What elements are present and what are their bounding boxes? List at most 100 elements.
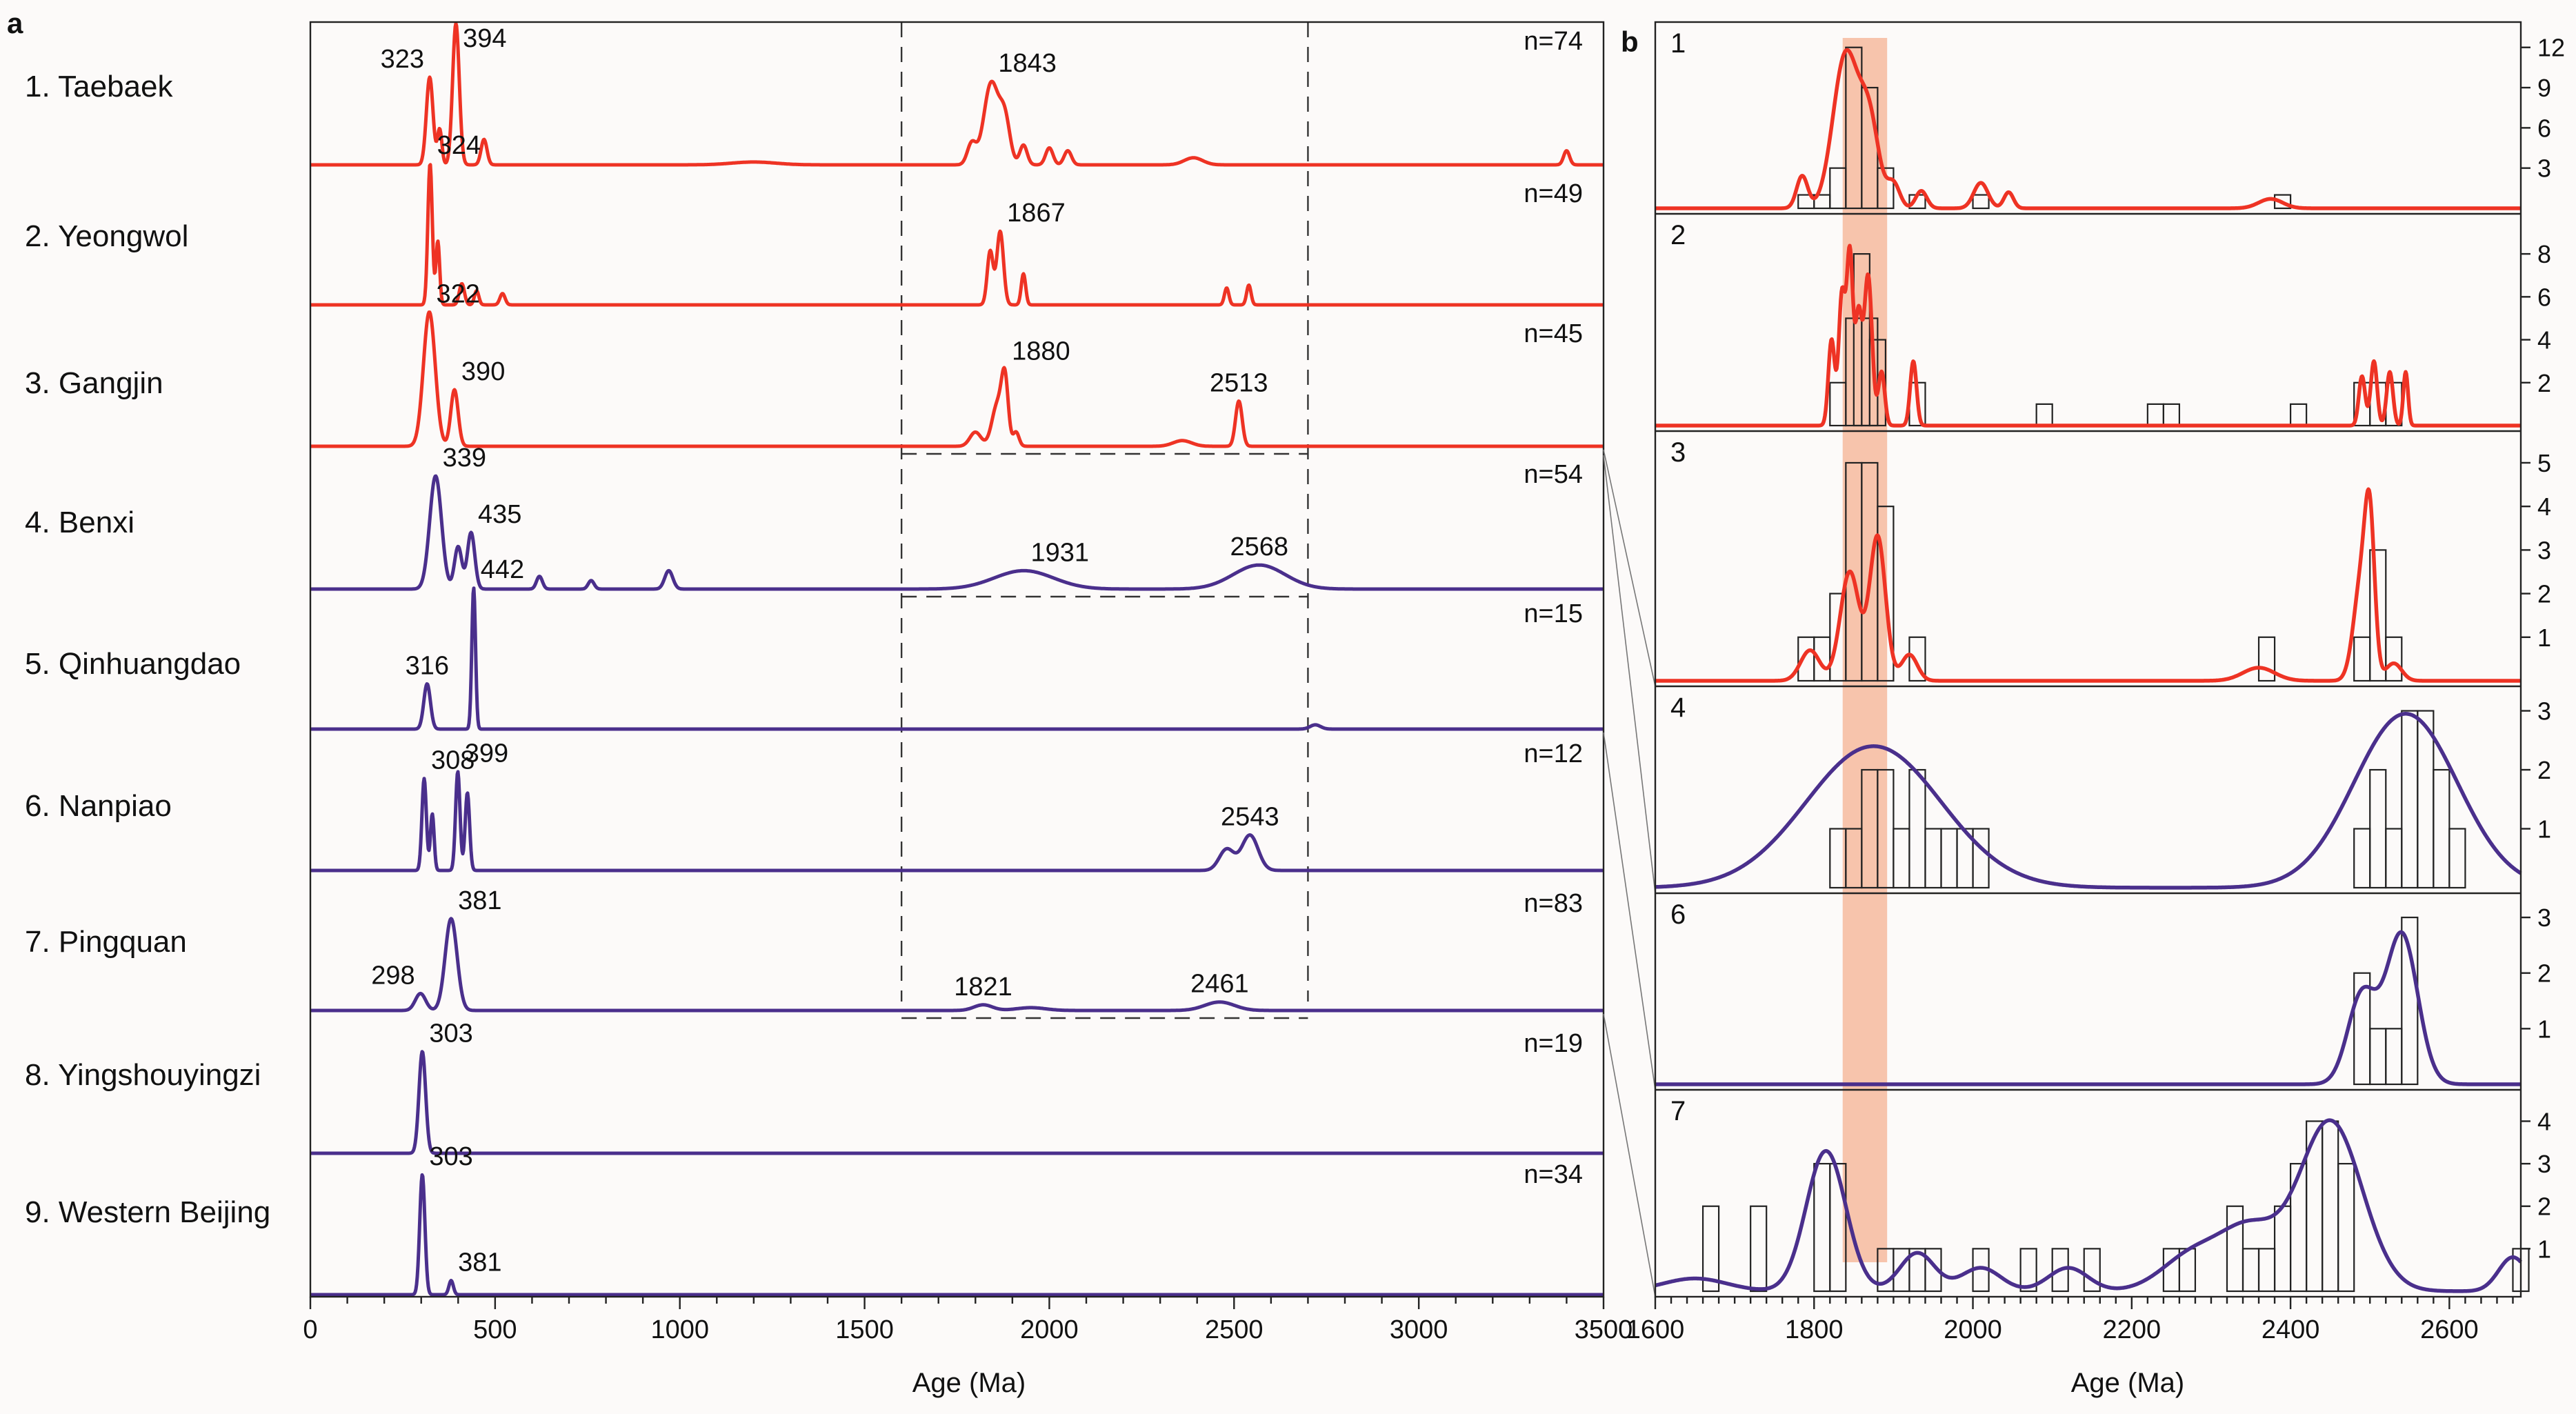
histogram-bar: [1829, 1163, 1847, 1293]
histogram-bar: [1972, 828, 1990, 889]
y-tick-label: 2: [2537, 369, 2551, 397]
sample-n-1: n=74: [1524, 27, 1583, 56]
panel-b-frame: [1654, 21, 2522, 1298]
x-tick-label: 2500: [1205, 1315, 1264, 1344]
sample-name-7: 7. Pingquan: [25, 925, 187, 959]
x-tick-label: 500: [473, 1315, 517, 1344]
y-tick-label: 5: [2537, 449, 2551, 477]
y-tick-label: 1: [2537, 1015, 2551, 1043]
peak-label: 435: [478, 500, 521, 529]
panel-a-plot-area: [310, 22, 1604, 1297]
peak-label: 394: [463, 24, 506, 53]
histogram-bar: [1924, 1248, 1942, 1293]
peak-label: 2461: [1190, 970, 1249, 999]
peak-label: 303: [429, 1142, 472, 1171]
peak-label: 339: [443, 444, 486, 472]
y-tick-label: 2: [2537, 1193, 2551, 1221]
y-tick-label: 12: [2537, 34, 2565, 62]
peak-label: 2568: [1230, 532, 1288, 561]
series-curve-7: [309, 917, 1605, 1013]
histogram-bar: [2273, 194, 2292, 210]
y-tick-label: 3: [2537, 155, 2551, 183]
sample-name-9: 9. Western Beijing: [25, 1195, 270, 1229]
series-curve-2: [309, 163, 1605, 307]
histogram-bar: [2337, 1163, 2355, 1293]
x-tick-label: 3500: [1575, 1315, 1633, 1344]
density-curve-7: [1654, 1118, 2522, 1293]
x-tick-label: 2600: [2420, 1315, 2479, 1344]
peak-label: 381: [458, 886, 501, 915]
peak-label: 2543: [1221, 803, 1279, 832]
histogram-bar: [2385, 636, 2403, 682]
connector-line: [1603, 455, 1656, 894]
sample-name-1: 1. Taebaek: [25, 70, 173, 103]
x-tick-label: 1600: [1626, 1315, 1685, 1344]
histogram-bar: [1750, 1205, 1768, 1293]
sample-name-4: 4. Benxi: [25, 506, 134, 539]
highlight-band: [1842, 38, 1888, 1262]
sample-name-8: 8. Yingshouyingzi: [25, 1058, 261, 1092]
peak-label: 324: [437, 131, 481, 160]
y-tick-label: 3: [2537, 536, 2551, 564]
histogram-bar: [2083, 1248, 2101, 1293]
histogram-bar: [1972, 194, 1990, 210]
peak-label: 322: [437, 279, 480, 308]
y-tick-label: 8: [2537, 240, 2551, 268]
sample-n-6: n=12: [1524, 739, 1583, 768]
histogram-bar: [2019, 1248, 2037, 1293]
y-tick-label: 4: [2537, 492, 2551, 521]
connector-line: [1603, 449, 1656, 687]
peak-label: 1931: [1030, 538, 1089, 567]
sample-n-7: n=83: [1524, 889, 1583, 918]
x-tick-label: 3000: [1390, 1315, 1448, 1344]
panel-b-label: b: [1621, 26, 1639, 58]
peak-label: 323: [381, 45, 424, 74]
y-tick-label: 6: [2537, 114, 2551, 142]
histogram-bar: [2051, 1248, 2069, 1293]
peak-label: 2513: [1210, 368, 1268, 397]
y-tick-label: 3: [2537, 1150, 2551, 1178]
sample-n-5: n=15: [1524, 599, 1583, 628]
y-tick-label: 9: [2537, 74, 2551, 102]
subpanel-id: 6: [1670, 899, 1686, 930]
subpanel-id: 4: [1670, 693, 1686, 723]
peak-label: 298: [371, 961, 415, 990]
x-tick-label: 2200: [2103, 1315, 2161, 1344]
series-curve-9: [309, 1173, 1605, 1297]
peak-label: 1843: [998, 49, 1057, 78]
y-tick-label: 4: [2537, 1107, 2551, 1135]
peak-label: 442: [481, 555, 524, 584]
x-tick-label: 2400: [2262, 1315, 2320, 1344]
peak-label: 1880: [1012, 337, 1070, 366]
histogram-bar: [1701, 1205, 1720, 1293]
y-tick-label: 2: [2537, 580, 2551, 608]
y-tick-label: 1: [2537, 815, 2551, 844]
panel-a-frame: [309, 21, 1605, 1298]
x-tick-label: 1000: [650, 1315, 709, 1344]
histogram-bar: [2257, 636, 2276, 682]
panel-a-x-axis-title: Age (Ma): [912, 1368, 1026, 1398]
histogram-bar: [1908, 636, 1926, 682]
sample-n-3: n=45: [1524, 319, 1583, 348]
subpanel-id: 1: [1670, 28, 1686, 59]
y-tick-label: 1: [2537, 624, 2551, 652]
peak-label: 303: [429, 1019, 472, 1048]
y-tick-label: 6: [2537, 283, 2551, 311]
sample-name-2: 2. Yeongwol: [25, 219, 188, 253]
density-curve-3: [1654, 487, 2522, 683]
sample-n-4: n=54: [1524, 460, 1583, 489]
density-curve-1: [1654, 48, 2522, 210]
x-tick-label: 0: [303, 1315, 317, 1344]
panel-b-x-axis-title: Age (Ma): [2071, 1368, 2185, 1398]
series-curve-1: [309, 21, 1605, 167]
sample-n-8: n=19: [1524, 1029, 1583, 1058]
y-tick-label: 3: [2537, 904, 2551, 932]
histogram-bar: [2369, 549, 2387, 682]
peak-label: 381: [458, 1248, 501, 1277]
series-curve-6: [309, 770, 1605, 873]
peak-label: 1821: [954, 973, 1012, 1002]
y-tick-label: 2: [2537, 959, 2551, 988]
peak-label: 308: [431, 746, 475, 775]
sample-n-2: n=49: [1524, 179, 1583, 208]
